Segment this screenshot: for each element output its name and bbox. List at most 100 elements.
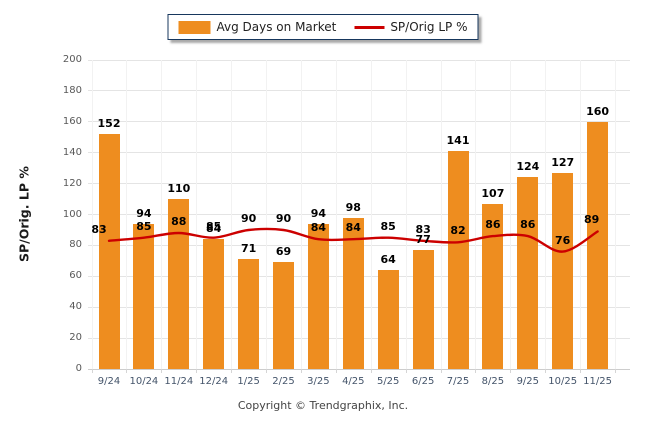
line-value-label: 76 bbox=[555, 233, 571, 247]
x-axis-tickmark bbox=[91, 369, 93, 373]
vertical-gridline bbox=[580, 60, 582, 369]
vertical-gridline bbox=[126, 60, 128, 369]
bar-value-label: 107 bbox=[481, 186, 505, 200]
x-axis-tickmark bbox=[126, 369, 128, 373]
line-legend-swatch-icon bbox=[354, 25, 385, 29]
x-axis-label: 2/25 bbox=[272, 376, 295, 387]
x-axis-label: 11/25 bbox=[583, 376, 612, 387]
bar bbox=[552, 172, 574, 369]
vertical-gridline bbox=[300, 60, 302, 369]
x-axis-tickmark bbox=[615, 369, 617, 373]
bar-value-label: 71 bbox=[240, 242, 257, 256]
x-axis-label: 10/25 bbox=[548, 376, 578, 387]
bar bbox=[168, 199, 190, 369]
y-axis-tick-label: 80 bbox=[69, 239, 82, 251]
x-axis-tickmark bbox=[545, 369, 547, 373]
bar-value-label: 69 bbox=[275, 245, 292, 259]
x-axis-tickmark bbox=[475, 369, 477, 373]
x-axis-label: 9/24 bbox=[97, 376, 121, 387]
vertical-gridline bbox=[545, 60, 547, 369]
bar bbox=[133, 223, 155, 369]
bar bbox=[377, 270, 399, 369]
y-axis-tick-label: 180 bbox=[62, 84, 82, 96]
bar-value-label: 160 bbox=[586, 104, 610, 118]
y-axis-tick-label: 40 bbox=[69, 301, 82, 313]
line-legend-label: SP/Orig LP % bbox=[390, 20, 468, 34]
x-axis-tickmark bbox=[266, 369, 268, 373]
x-axis-label: 5/25 bbox=[376, 376, 400, 387]
line-value-label: 85 bbox=[380, 219, 396, 233]
y-axis-tick-label: 200 bbox=[62, 54, 82, 65]
line-value-label: 90 bbox=[240, 211, 257, 225]
line-value-label: 85 bbox=[136, 219, 152, 233]
bar bbox=[412, 250, 434, 369]
y-axis-tick-label: 100 bbox=[62, 208, 82, 220]
x-axis-label: 3/25 bbox=[307, 376, 330, 387]
line-value-label: 83 bbox=[91, 222, 107, 236]
x-axis-label: 4/25 bbox=[342, 376, 365, 387]
line-value-label: 86 bbox=[485, 218, 501, 232]
x-axis-label: 6/25 bbox=[411, 376, 435, 387]
bar-value-label: 98 bbox=[345, 200, 361, 214]
x-axis-label: 10/24 bbox=[129, 376, 159, 387]
plot-area: 0 20 40 60 80 100 120 140 160 180 200 152 83 9/24 94 85… bbox=[63, 54, 630, 387]
vertical-gridline bbox=[231, 60, 233, 369]
y-axis-tick-label: 60 bbox=[69, 270, 82, 282]
x-axis-label: 12/24 bbox=[199, 376, 229, 387]
vertical-gridline bbox=[510, 60, 512, 369]
x-axis-tickmark bbox=[370, 369, 372, 373]
vertical-gridline bbox=[615, 60, 617, 369]
line-value-label: 82 bbox=[450, 224, 466, 238]
bar bbox=[203, 239, 225, 369]
trend-line-plot bbox=[107, 227, 599, 253]
x-axis-tickmark bbox=[510, 369, 512, 373]
x-axis-tickmark bbox=[405, 369, 407, 373]
line-value-label: 84 bbox=[310, 221, 327, 235]
line-value-label: 90 bbox=[275, 211, 292, 225]
vertical-gridline bbox=[475, 60, 477, 369]
line-value-label: 84 bbox=[345, 221, 361, 235]
gridline bbox=[88, 152, 630, 154]
x-axis-label: 9/25 bbox=[516, 376, 540, 387]
bar bbox=[447, 151, 469, 369]
bar bbox=[238, 259, 260, 369]
vertical-gridline bbox=[370, 60, 372, 369]
bar-value-label: 94 bbox=[310, 206, 327, 220]
line-value-label: 85 bbox=[206, 219, 222, 233]
gridline bbox=[88, 214, 630, 215]
vertical-gridline bbox=[440, 60, 442, 369]
vertical-gridline bbox=[91, 60, 93, 369]
bar bbox=[273, 262, 294, 369]
x-axis-label: 7/25 bbox=[446, 376, 470, 387]
line-value-label: 86 bbox=[520, 218, 536, 232]
bar bbox=[482, 203, 504, 369]
bar-value-label: 84 bbox=[206, 222, 222, 236]
copyright-text: Copyright © Trendgraphix, Inc. bbox=[237, 399, 409, 412]
x-axis-label: 11/24 bbox=[164, 376, 194, 387]
vertical-gridline bbox=[405, 60, 407, 369]
vertical-gridline bbox=[266, 60, 268, 369]
bar-value-label: 77 bbox=[415, 233, 431, 247]
bar-value-label: 64 bbox=[380, 253, 396, 267]
line-value-label: 89 bbox=[583, 213, 600, 227]
bar-value-label: 141 bbox=[446, 134, 470, 148]
x-axis-label: 8/25 bbox=[481, 376, 505, 387]
trend-line bbox=[107, 227, 599, 253]
gridline bbox=[88, 183, 630, 185]
legend: Avg Days on Market SP/Orig LP % bbox=[167, 14, 479, 40]
x-axis-tickmark bbox=[440, 369, 442, 373]
bar bbox=[342, 217, 364, 369]
y-axis-tick-label: 120 bbox=[62, 177, 82, 189]
line-value-label: 83 bbox=[415, 222, 431, 236]
bar bbox=[98, 134, 120, 369]
y-axis-tick-label: 0 bbox=[75, 363, 82, 374]
line-value-label: 88 bbox=[171, 215, 187, 229]
y-axis-tick-label: 140 bbox=[62, 146, 82, 158]
x-axis-tickmark bbox=[335, 369, 337, 373]
y-axis-tick-label: 20 bbox=[69, 332, 82, 344]
bar-value-label: 152 bbox=[97, 117, 121, 131]
y-axis-tick-label: 160 bbox=[62, 115, 82, 127]
bar bbox=[307, 223, 329, 369]
x-axis-tickmark bbox=[580, 369, 582, 373]
